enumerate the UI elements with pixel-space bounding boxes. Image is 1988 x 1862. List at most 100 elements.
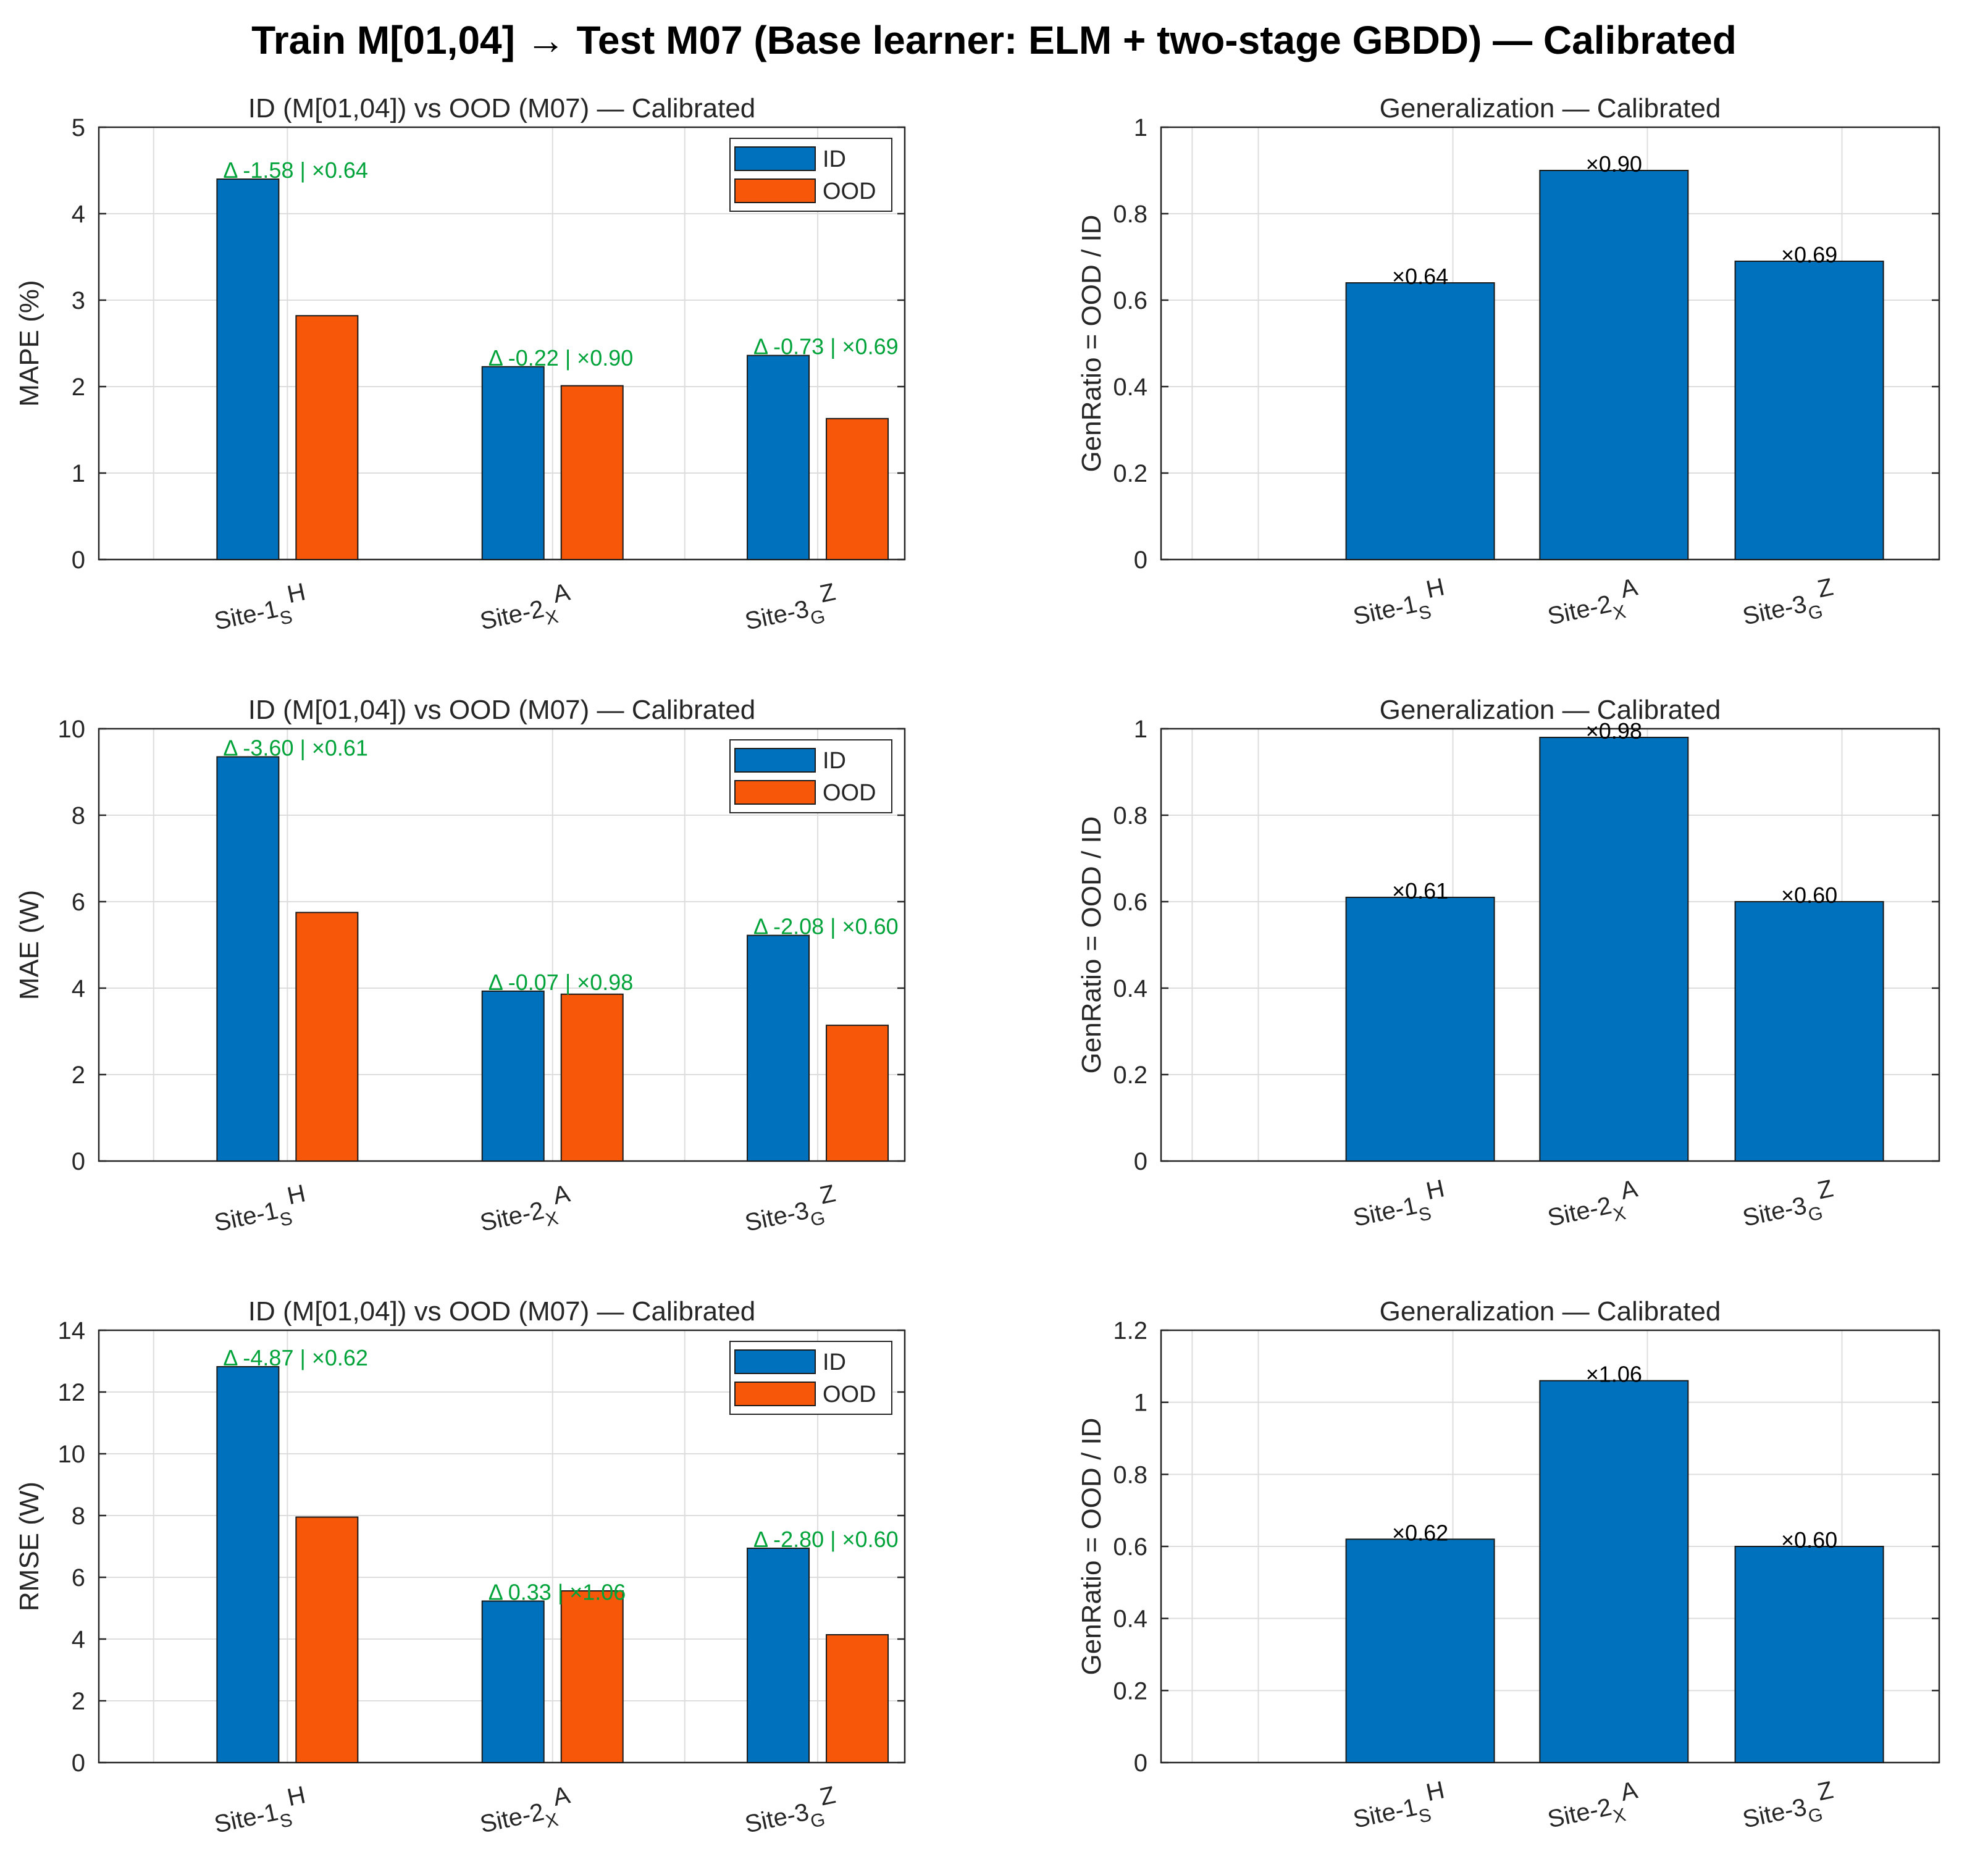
x-tick-sup: A: [1618, 1175, 1640, 1205]
legend-swatch-id: [734, 748, 816, 773]
x-tick-sup: H: [1424, 1776, 1446, 1806]
x-tick-main: Site-3: [1740, 1793, 1809, 1834]
x-tick-sub: G: [808, 1810, 827, 1832]
x-tick-sup: H: [285, 1781, 308, 1811]
bar-ood-2: [560, 385, 624, 560]
figure-title: Train M[01,04] → Test M07 (Base learner:…: [251, 18, 1737, 62]
bar-ood-1: [295, 912, 359, 1162]
x-tick-label: Site-3GZ: [740, 1180, 842, 1244]
bar-id-2: [481, 366, 545, 560]
x-tick-main: Site-3: [742, 1197, 811, 1237]
y-tick-label: 0: [72, 1148, 85, 1175]
y-tick-label: 0.4: [1113, 374, 1147, 401]
y-axis-label: MAE (W): [14, 890, 44, 1000]
y-tick-label: 12: [58, 1379, 86, 1406]
x-tick-sub: S: [1417, 602, 1433, 624]
y-tick-label: 0.8: [1113, 1461, 1147, 1488]
x-tick-text: Site-2XA: [476, 1781, 577, 1845]
y-tick-label: 0: [1134, 1750, 1147, 1777]
y-tick-label: 8: [72, 802, 85, 829]
x-tick-sup: H: [285, 578, 308, 608]
x-tick-sup: A: [551, 1180, 573, 1210]
legend-swatch-ood: [734, 178, 816, 203]
x-tick-main: Site-2: [1545, 590, 1614, 631]
x-tick-sup: Z: [818, 1180, 838, 1209]
bar-genratio-1: [1345, 897, 1495, 1162]
x-tick-sup: A: [551, 1781, 573, 1811]
x-tick-text: Site-2XA: [1543, 573, 1644, 637]
bar-genratio-1: [1345, 1538, 1495, 1763]
x-tick-label: Site-2XA: [1543, 573, 1644, 637]
axes-title: ID (M[01,04]) vs OOD (M07) — Calibrated: [248, 93, 756, 124]
y-axis-label: GenRatio = OOD / ID: [1076, 215, 1107, 472]
axes-title: ID (M[01,04]) vs OOD (M07) — Calibrated: [248, 695, 756, 725]
x-tick-text: Site-2XA: [476, 578, 577, 642]
legend-label-id: ID: [823, 748, 846, 774]
bar-id-1: [216, 1366, 280, 1763]
x-tick-main: Site-2: [1545, 1192, 1614, 1232]
x-tick-sup: Z: [1815, 573, 1835, 603]
x-tick-sub: X: [543, 1208, 560, 1230]
x-tick-text: Site-3GZ: [1738, 573, 1839, 637]
x-tick-text: Site-1SH: [209, 1781, 311, 1845]
x-tick-sup: A: [1618, 573, 1640, 603]
y-tick-label: 0.4: [1113, 1606, 1147, 1633]
x-tick-sup: A: [551, 578, 573, 608]
y-tick-label: 0.2: [1113, 460, 1147, 487]
y-axis-label: GenRatio = OOD / ID: [1076, 816, 1107, 1074]
x-tick-text: Site-1SH: [1349, 1776, 1451, 1840]
y-tick-label: 2: [72, 1062, 85, 1089]
x-tick-sup: Z: [818, 578, 838, 608]
x-tick-main: Site-2: [477, 1798, 546, 1839]
x-tick-label: Site-3GZ: [740, 578, 842, 642]
x-tick-label: Site-1SH: [212, 1180, 308, 1237]
y-tick-label: 3: [72, 287, 85, 314]
legend-label-ood: OOD: [823, 780, 876, 806]
y-tick-label: 1.2: [1113, 1317, 1147, 1344]
axes-title: Generalization — Calibrated: [1380, 93, 1721, 124]
bar-ood-3: [826, 1634, 889, 1763]
x-tick-text: Site-3GZ: [740, 578, 842, 642]
x-tick-label: Site-1SH: [209, 1781, 311, 1845]
delta-annotation-1: Δ -3.60 | ×0.61: [223, 736, 368, 761]
x-tick-sub: X: [543, 1810, 560, 1832]
y-tick-label: 10: [58, 1441, 86, 1468]
bar-genratio-3: [1734, 1546, 1884, 1763]
legend-label-ood: OOD: [823, 1382, 876, 1407]
x-tick-text: Site-3GZ: [740, 1180, 842, 1244]
bar-value-label-1: ×0.61: [1392, 878, 1448, 904]
bar-id-1: [216, 178, 280, 560]
bar-genratio-2: [1539, 1380, 1689, 1764]
y-tick-label: 1: [1134, 114, 1147, 141]
bar-id-2: [481, 1600, 545, 1763]
delta-annotation-3: Δ -0.73 | ×0.69: [753, 334, 899, 359]
x-tick-main: Site-2: [477, 1197, 546, 1237]
x-tick-sup: H: [1424, 573, 1446, 603]
bar-ood-2: [560, 1590, 624, 1763]
delta-annotation-3: Δ -2.08 | ×0.60: [753, 914, 899, 939]
bar-genratio-2: [1539, 737, 1689, 1162]
x-tick-label: Site-2XA: [1545, 1175, 1640, 1232]
x-tick-main: Site-3: [742, 1798, 811, 1839]
legend-label-ood: OOD: [823, 178, 876, 204]
x-tick-text: Site-2XA: [476, 1180, 577, 1244]
y-tick-label: 0.4: [1113, 975, 1147, 1002]
y-tick-label: 4: [72, 201, 85, 228]
y-tick-label: 5: [72, 114, 85, 141]
x-tick-sup: Z: [1815, 1776, 1835, 1806]
x-tick-main: Site-2: [477, 595, 546, 635]
y-tick-label: 1: [72, 460, 85, 487]
axes-title: ID (M[01,04]) vs OOD (M07) — Calibrated: [248, 1296, 756, 1327]
x-tick-sup: H: [285, 1180, 308, 1210]
delta-annotation-1: Δ -1.58 | ×0.64: [223, 157, 368, 183]
axes-title: Generalization — Calibrated: [1380, 695, 1721, 725]
y-tick-label: 0.8: [1113, 802, 1147, 829]
x-tick-label: Site-3GZ: [1740, 1776, 1835, 1834]
x-tick-main: Site-3: [742, 595, 811, 635]
x-tick-text: Site-2XA: [1543, 1776, 1644, 1840]
delta-annotation-3: Δ -2.80 | ×0.60: [753, 1527, 899, 1552]
y-tick-label: 1: [1134, 716, 1147, 743]
bar-value-label-2: ×1.06: [1586, 1362, 1642, 1387]
x-tick-sup: H: [1424, 1175, 1446, 1205]
x-tick-text: Site-1SH: [1349, 1175, 1451, 1239]
